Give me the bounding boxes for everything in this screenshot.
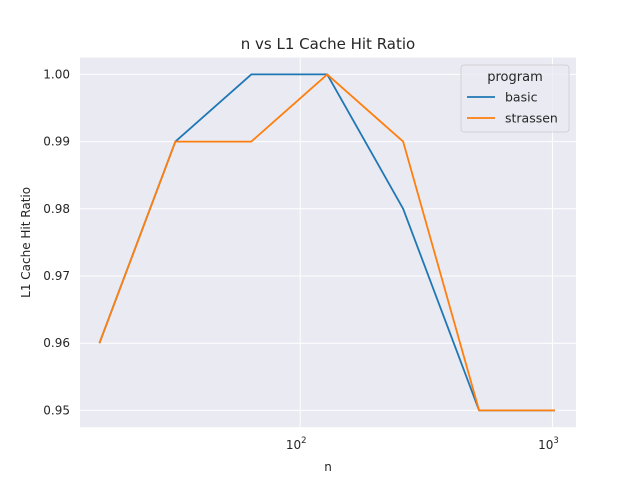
y-tick-label: 0.97	[43, 269, 70, 283]
y-tick-label: 0.98	[43, 202, 70, 216]
y-axis-label: L1 Cache Hit Ratio	[19, 187, 33, 298]
y-tick-label: 0.95	[43, 403, 70, 417]
series-line-strassen	[98, 73, 556, 412]
x-axis-label: n	[324, 460, 332, 474]
y-tick-label: 0.99	[43, 135, 70, 149]
legend: program basic strassen	[460, 64, 570, 133]
x-tick-labels: 102 103	[286, 436, 559, 452]
legend-box	[460, 64, 570, 133]
x-tick-label: 103	[538, 436, 559, 452]
series-layer	[98, 73, 556, 412]
grid-lines	[80, 57, 576, 428]
legend-label-basic: basic	[505, 90, 538, 105]
y-tick-label: 0.96	[43, 336, 70, 350]
legend-label-strassen: strassen	[505, 111, 558, 126]
legend-title: program	[487, 70, 543, 85]
y-tick-label: 1.00	[43, 67, 70, 81]
chart-title: n vs L1 Cache Hit Ratio	[241, 35, 415, 53]
x-tick-label: 102	[286, 436, 307, 452]
y-tick-labels: 0.95 0.96 0.97 0.98 0.99 1.00	[43, 67, 70, 417]
